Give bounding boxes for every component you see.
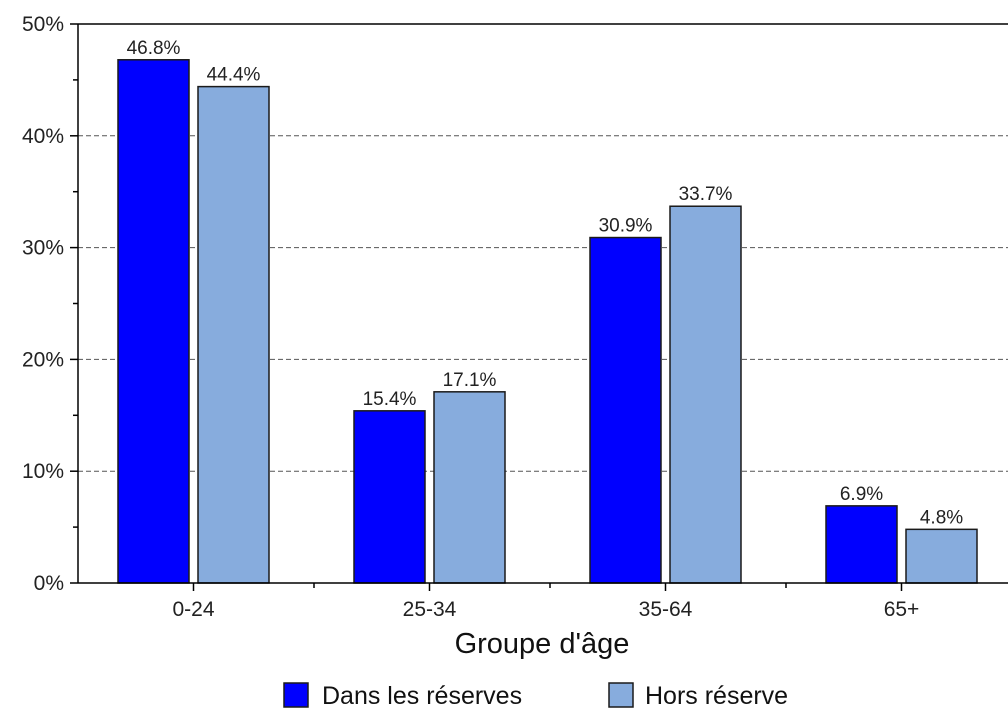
y-tick-label: 10% [22, 460, 64, 483]
y-axis-ticks: 0% 10% 20% 30% 40% 50% [22, 13, 78, 595]
data-label: 4.8% [920, 507, 963, 528]
x-tick-label: 0-24 [172, 598, 214, 621]
bars [117, 59, 978, 584]
data-label: 46.8% [127, 38, 181, 59]
bar-dans-les-reserves-25-34 [353, 410, 426, 584]
legend-swatch [608, 682, 634, 708]
data-label: 6.9% [840, 484, 883, 505]
x-axis-ticks: 0-24 25-34 35-64 65+ [172, 583, 919, 621]
x-tick-label: 65+ [884, 598, 920, 621]
x-axis-title: Groupe d'âge [455, 628, 630, 660]
data-label: 44.4% [207, 65, 261, 86]
data-label: 17.1% [443, 370, 497, 391]
bar-hors-reserve-35-64 [669, 205, 742, 584]
data-label: 30.9% [599, 216, 653, 237]
data-label: 33.7% [679, 184, 733, 205]
bar-hors-reserve-25-34 [433, 391, 506, 584]
y-tick-label: 40% [22, 125, 64, 148]
bar-hors-reserve-0-24 [197, 85, 270, 584]
x-tick-label: 25-34 [403, 598, 457, 621]
bar-dans-les-reserves-0-24 [117, 59, 190, 584]
bar-dans-les-reserves-65+ [825, 505, 898, 584]
bar-hors-reserve-65+ [905, 528, 978, 584]
y-tick-label: 20% [22, 348, 64, 371]
legend: Dans les réserves Hors réserve [283, 682, 788, 710]
bar-dans-les-reserves-35-64 [589, 236, 662, 584]
y-tick-label: 30% [22, 237, 64, 260]
x-tick-label: 35-64 [639, 598, 693, 621]
y-tick-label: 50% [22, 13, 64, 36]
data-label: 15.4% [363, 389, 417, 410]
legend-label: Dans les réserves [322, 682, 522, 710]
data-labels: 46.8% 44.4% 15.4% 17.1% 30.9% 33.7% 6.9% 4.8% [127, 38, 964, 529]
legend-label: Hors réserve [645, 682, 788, 710]
legend-swatch [283, 682, 309, 708]
y-tick-label: 0% [34, 572, 64, 595]
